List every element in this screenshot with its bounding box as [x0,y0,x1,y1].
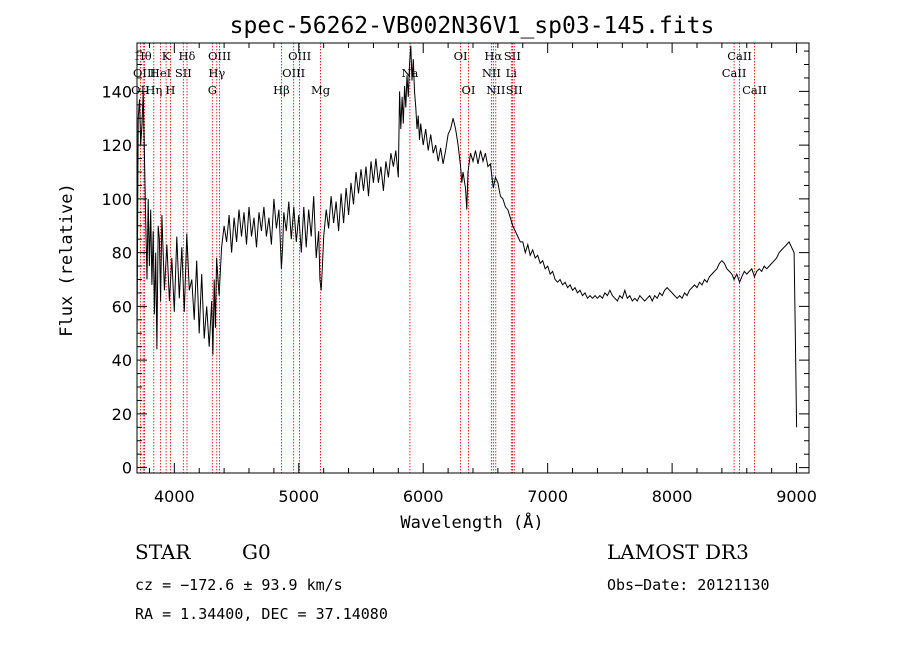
x-tick-label-5: 9000 [776,487,817,506]
y-axis-label: Flux (relative) [57,183,77,337]
x-tick-label-3: 7000 [527,487,568,506]
plot-frame [136,42,810,474]
object-class: STAR [135,540,191,564]
line-label-21: NII [486,83,505,97]
line-label-12: Hβ [273,83,290,97]
line-label-14: OIII [288,49,311,63]
line-label-0: OII [131,83,150,97]
line-label-16: Na [401,66,418,80]
y-tick-label-1: 20 [112,405,132,424]
line-label-8: Hδ [179,49,196,63]
line-label-1: Hθ [135,49,152,63]
y-tick-label-3: 60 [112,297,132,316]
line-label-25: CaII [722,66,747,80]
chart-title: spec-56262-VB002N36V1_sp03-145.fits [230,13,715,39]
ra-dec-coordinates: RA = 1.34400, DEC = 37.14080 [135,605,388,623]
redshift-cz: cz = −172.6 ± 93.9 km/s [135,576,343,594]
x-tick-label-4: 8000 [652,487,693,506]
line-label-13: OIII [282,66,305,80]
x-tick-label-2: 6000 [403,487,444,506]
line-label-15: Mg [311,83,331,97]
spectrum-series-line [136,45,798,428]
spectral-line-labels: OIIHθOIIIHηHeIKHSIIHδGHγOIIIHβOIIIOIIIMg… [131,49,767,97]
line-label-18: OI [462,83,476,97]
spectral-line-markers [139,43,755,473]
line-label-2: OIII [133,66,156,80]
observation-date: Obs−Date: 20121130 [607,576,770,594]
object-subclass: G0 [242,540,271,564]
line-label-26: CaII [727,49,752,63]
y-tick-label-7: 140 [101,82,132,101]
y-tick-label-5: 100 [101,190,132,209]
y-tick-label-2: 40 [112,351,132,370]
line-label-3: Hη [145,83,162,97]
line-label-19: NII [482,66,501,80]
x-axis-label: Wavelength (Å) [400,511,543,533]
line-label-10: Hγ [208,66,225,80]
line-label-4: HeI [150,66,171,80]
line-label-22: Li [506,66,518,80]
y-tick-label-4: 80 [112,244,132,263]
line-label-27: CaII [742,83,767,97]
x-tick-label-0: 4000 [154,487,195,506]
y-axis: 0 20 40 60 80 100 120 140 [101,50,809,478]
x-axis: 4000 5000 6000 7000 8000 9000 [148,43,817,506]
line-label-5: K [162,49,171,63]
survey-name: LAMOST DR3 [607,540,749,564]
y-tick-label-0: 0 [122,459,132,478]
line-label-24: SII [506,83,523,97]
line-label-17: OI [454,49,468,63]
line-label-9: G [208,83,217,97]
line-label-20: Hα [484,49,502,63]
line-label-11: OIII [208,49,231,63]
line-label-7: SII [175,66,192,80]
line-label-23: SII [504,49,521,63]
x-tick-label-1: 5000 [278,487,319,506]
y-tick-label-6: 120 [101,136,132,155]
line-label-6: H [165,83,175,97]
